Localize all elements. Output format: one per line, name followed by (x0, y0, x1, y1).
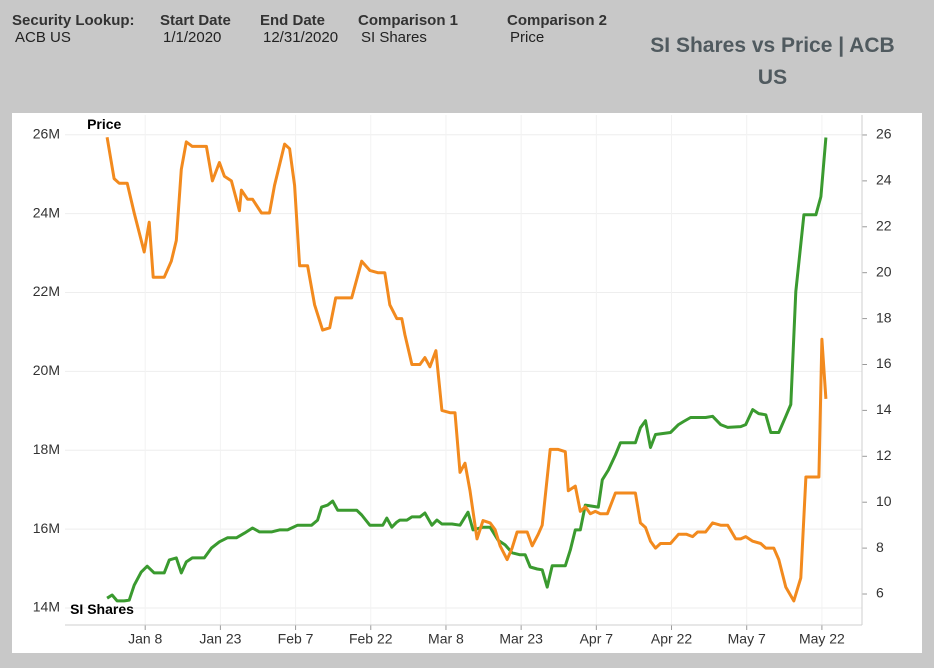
y2-tick-label: 18 (876, 309, 892, 325)
series-label: SI Shares (70, 601, 134, 617)
y-tick-label: 22M (33, 283, 60, 299)
x-tick-label: Feb 22 (349, 631, 393, 647)
y2-tick-label: 14 (876, 401, 892, 417)
y2-tick-label: 8 (876, 539, 884, 555)
filter: End Date 12/31/2020 (260, 12, 338, 46)
filter-label: Security Lookup: (12, 12, 135, 29)
filter-label: Comparison 2 (507, 12, 608, 29)
y2-tick-label: 20 (876, 263, 892, 279)
filter: Security Lookup: ACB US (12, 12, 135, 46)
x-tick-label: Apr 7 (580, 631, 614, 647)
filter: Comparison 2 Price (507, 12, 607, 46)
filter-value: SI Shares (361, 29, 427, 46)
x-tick-label: Feb 7 (278, 631, 314, 647)
filter: Comparison 1 SI Shares (358, 12, 458, 46)
chart-panel (12, 113, 922, 653)
y-tick-label: 24M (33, 204, 60, 220)
filter-label: Comparison 1 (358, 12, 459, 29)
filter-value: 1/1/2020 (163, 29, 222, 46)
y-tick-label: 20M (33, 362, 60, 378)
x-tick-label: May 22 (799, 631, 845, 647)
dashboard-title: SI Shares vs Price | ACB US (650, 34, 895, 89)
series-line (106, 137, 828, 603)
x-tick-label: Apr 22 (651, 631, 692, 647)
y2-tick-label: 10 (876, 493, 892, 509)
y2-tick-label: 12 (876, 447, 892, 463)
filter-value: 12/31/2020 (263, 29, 339, 46)
y2-tick-label: 6 (876, 585, 884, 601)
filter-value: Price (510, 29, 545, 46)
y2-tick-label: 16 (876, 355, 892, 371)
x-tick-label: May 7 (728, 631, 766, 647)
x-tick-label: Jan 23 (199, 631, 241, 647)
y2-tick-label: 24 (876, 172, 892, 188)
y2-tick-label: 22 (876, 217, 892, 233)
y2-tick-label: 26 (876, 126, 892, 142)
y-tick-label: 18M (33, 441, 60, 457)
x-tick-label: Mar 8 (428, 631, 464, 647)
filter-label: End Date (260, 12, 326, 29)
filter-label: Start Date (160, 12, 231, 29)
y-tick-label: 14M (33, 599, 60, 615)
y-tick-label: 16M (33, 520, 60, 536)
series-label: Price (87, 116, 121, 132)
x-tick-label: Mar 23 (499, 631, 543, 647)
filter: Start Date 1/1/2020 (160, 12, 231, 46)
filter-value: ACB US (15, 29, 71, 46)
x-tick-label: Jan 8 (128, 631, 162, 647)
series-line (105, 137, 828, 603)
y-tick-label: 26M (33, 125, 60, 141)
